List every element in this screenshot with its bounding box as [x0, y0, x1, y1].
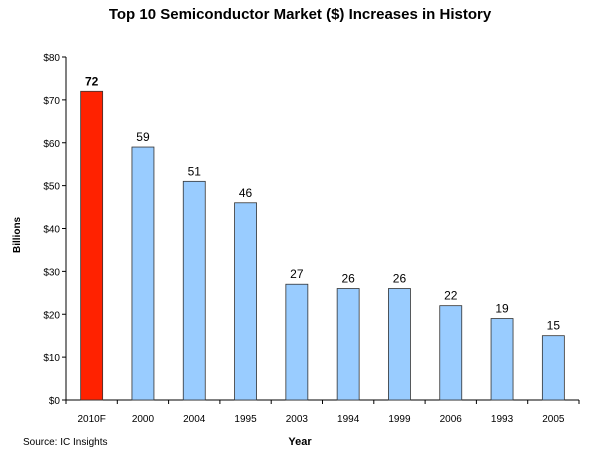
y-tick-label: $50	[43, 182, 60, 193]
bar-2005	[541, 335, 565, 401]
bar-2000	[131, 146, 155, 401]
data-label-2006: 22	[444, 289, 458, 303]
data-label-2003: 27	[290, 267, 304, 281]
x-tick-label: 2004	[183, 414, 206, 425]
x-tick-label: 2003	[286, 414, 309, 425]
x-tick-label: 2006	[440, 414, 463, 425]
bar-2004	[182, 180, 206, 401]
x-tick-label: 1994	[337, 414, 360, 425]
x-tick-label: 2010F	[77, 414, 105, 425]
data-label-1995: 46	[239, 186, 253, 200]
bar-1995	[234, 202, 257, 401]
x-tick-label: 2005	[542, 414, 565, 425]
data-label-1994: 26	[341, 272, 355, 286]
bar-1994	[336, 288, 360, 401]
bar-2010F	[80, 90, 104, 401]
source-note: Source: IC Insights	[23, 437, 108, 448]
x-axis-title: Year	[288, 436, 312, 448]
data-label-2000: 59	[136, 130, 150, 144]
chart-title: Top 10 Semiconductor Market ($) Increase…	[108, 6, 492, 23]
bar-1993	[490, 318, 514, 401]
data-label-1999: 26	[393, 272, 407, 286]
data-label-1993: 19	[495, 302, 509, 316]
x-tick-label: 1995	[234, 414, 257, 425]
y-tick-label: $10	[43, 353, 60, 364]
bar-2003	[285, 283, 309, 401]
y-tick-label: $20	[43, 310, 60, 321]
data-label-2010F: 72	[85, 74, 99, 88]
y-tick-label: $70	[43, 96, 60, 107]
y-tick-label: $30	[43, 267, 60, 278]
bar-1999	[388, 288, 411, 401]
x-tick-label: 1993	[491, 414, 514, 425]
y-axis-title: Billions	[12, 216, 23, 253]
y-tick-label: $0	[49, 396, 61, 407]
x-tick-label: 2000	[132, 414, 155, 425]
data-label-2005: 15	[547, 319, 561, 333]
bar-2006	[439, 305, 463, 401]
y-tick-label: $60	[43, 139, 60, 150]
x-tick-label: 1999	[388, 414, 411, 425]
y-axis-title-wrap: Billions	[12, 192, 23, 253]
data-label-2004: 51	[188, 164, 202, 178]
y-tick-label: $80	[43, 53, 60, 64]
y-tick-label: $40	[43, 225, 60, 236]
